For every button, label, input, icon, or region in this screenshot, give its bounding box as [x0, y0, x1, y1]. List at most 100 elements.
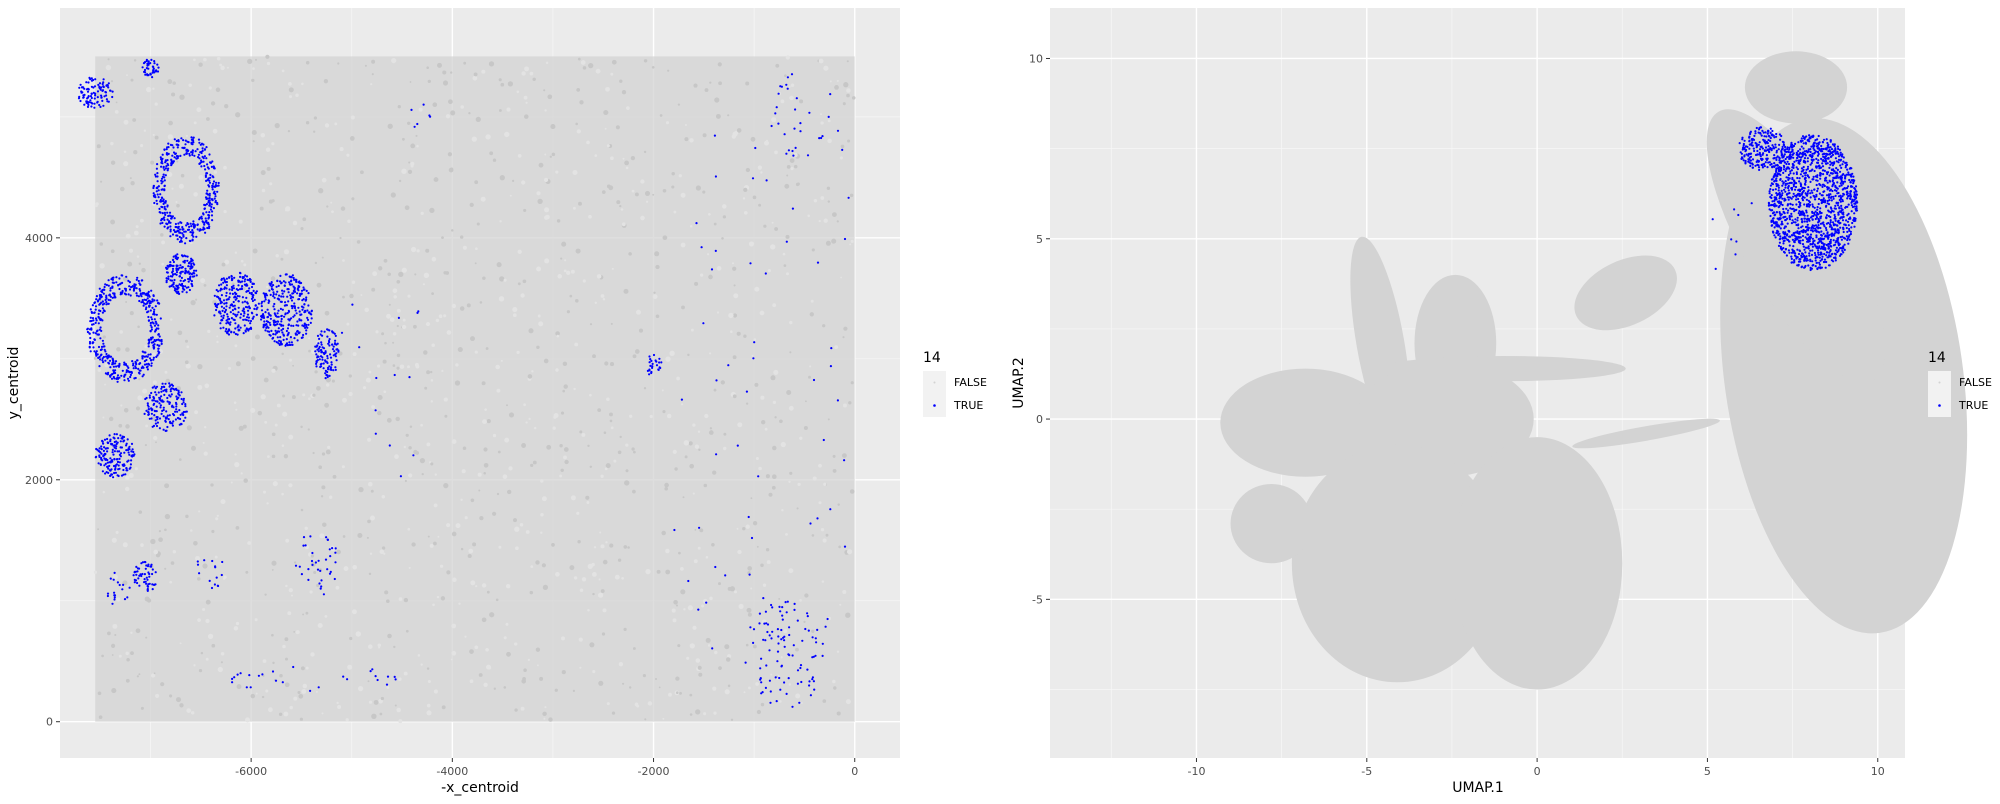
true-point	[265, 293, 267, 295]
true-point	[214, 303, 216, 305]
true-point	[202, 147, 204, 149]
true-point	[163, 174, 165, 176]
true-point	[208, 204, 210, 206]
false-point	[808, 376, 811, 379]
true-point	[161, 340, 163, 342]
true-point	[281, 290, 283, 292]
false-point	[552, 153, 556, 157]
false-point	[147, 598, 151, 602]
false-point	[830, 80, 832, 82]
false-point	[123, 542, 128, 547]
true-point	[223, 303, 225, 305]
false-point	[130, 181, 134, 185]
true-point	[206, 227, 208, 229]
true-point	[298, 298, 300, 300]
false-point	[690, 713, 693, 716]
true-point	[111, 96, 113, 98]
true-point	[320, 349, 322, 351]
false-point	[437, 63, 442, 68]
false-point	[612, 711, 615, 714]
false-point	[202, 563, 207, 568]
true-point	[97, 101, 99, 103]
false-point	[301, 509, 304, 512]
false-point	[310, 652, 314, 656]
false-point	[818, 501, 821, 504]
true-point	[87, 81, 89, 83]
true-point	[255, 304, 257, 306]
spatial-y-tick-label: 2000	[25, 474, 53, 487]
true-point	[1776, 232, 1778, 234]
false-point	[285, 658, 288, 661]
false-point	[605, 128, 607, 130]
false-point	[575, 299, 579, 303]
false-point	[713, 711, 716, 714]
true-point	[268, 331, 270, 333]
true-point	[95, 305, 97, 307]
true-point	[187, 256, 189, 258]
false-point	[421, 212, 424, 215]
false-point	[663, 235, 668, 240]
true-point	[147, 316, 149, 318]
true-point	[175, 234, 177, 236]
true-point	[150, 365, 152, 367]
true-point	[787, 88, 789, 90]
false-point	[346, 154, 349, 157]
true-point	[358, 346, 360, 348]
false-point	[623, 545, 627, 549]
false-point	[652, 194, 654, 196]
true-point	[1834, 207, 1836, 209]
true-point	[171, 275, 173, 277]
false-point	[681, 403, 683, 405]
true-point	[254, 292, 256, 294]
true-point	[166, 426, 168, 428]
false-point	[679, 692, 682, 695]
false-point	[311, 554, 314, 557]
true-point	[697, 609, 699, 611]
false-point	[221, 661, 223, 663]
true-point	[135, 377, 137, 379]
true-point	[109, 439, 111, 441]
true-point	[150, 324, 152, 326]
true-point	[102, 441, 104, 443]
false-point	[622, 683, 624, 685]
true-point	[215, 309, 217, 311]
true-point	[143, 62, 145, 64]
true-point	[1809, 250, 1811, 252]
true-point	[247, 290, 249, 292]
false-point	[506, 623, 509, 626]
false-point	[560, 258, 562, 260]
false-point	[772, 303, 776, 307]
true-point	[762, 691, 764, 693]
false-point	[823, 538, 827, 542]
true-point	[793, 609, 795, 611]
true-point	[759, 679, 761, 681]
true-point	[268, 302, 270, 304]
true-point	[171, 384, 173, 386]
false-point	[410, 81, 412, 83]
true-point	[110, 356, 112, 358]
true-point	[253, 308, 255, 310]
true-point	[1786, 218, 1788, 220]
true-point	[279, 336, 281, 338]
true-point	[219, 322, 221, 324]
true-point	[154, 318, 156, 320]
false-point	[481, 197, 486, 202]
true-point	[1818, 203, 1820, 205]
true-point	[248, 674, 250, 676]
false-point	[266, 286, 268, 288]
true-point	[293, 302, 295, 304]
true-point	[203, 165, 205, 167]
true-point	[113, 598, 115, 600]
true-point	[791, 73, 793, 75]
true-point	[1786, 156, 1788, 158]
false-point	[786, 272, 789, 275]
false-point	[514, 527, 519, 532]
true-point	[276, 280, 278, 282]
true-point	[149, 565, 151, 567]
false-point	[358, 487, 363, 492]
false-point	[172, 81, 176, 85]
true-point	[99, 358, 101, 360]
false-point	[237, 684, 242, 689]
true-point	[285, 273, 287, 275]
false-point	[313, 452, 315, 454]
